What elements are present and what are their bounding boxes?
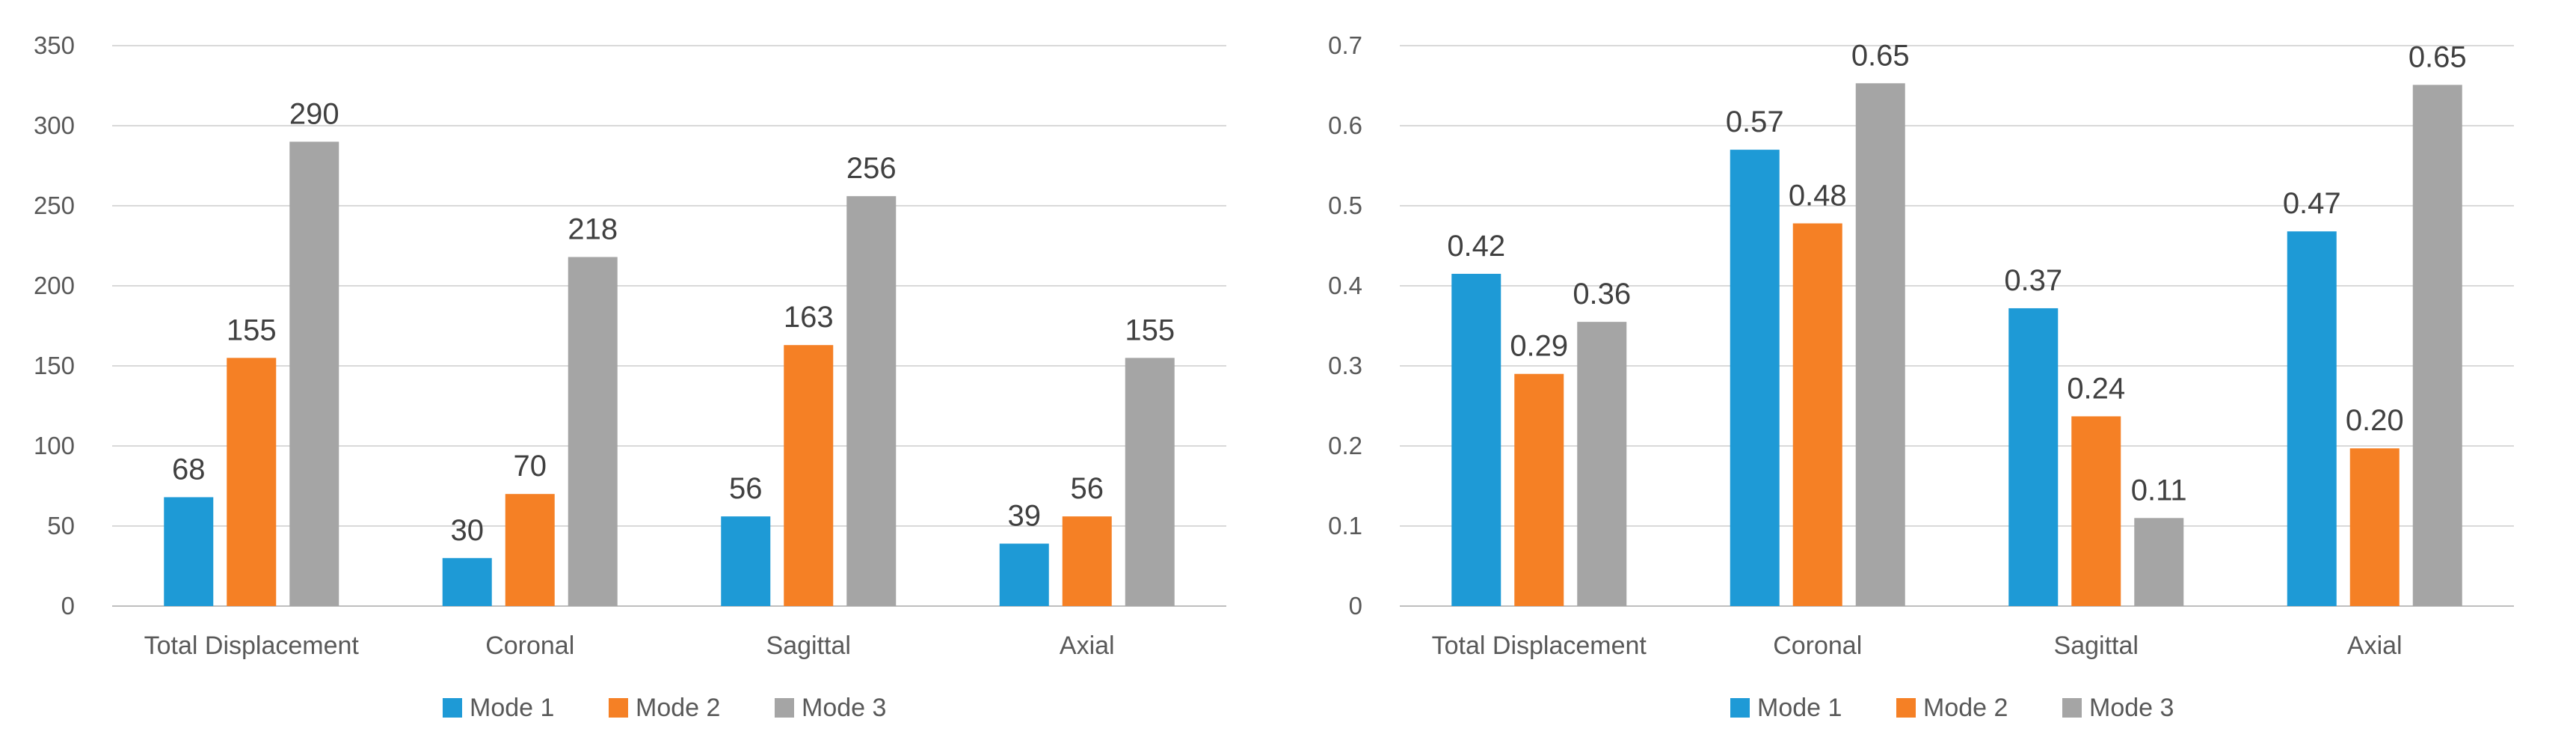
y-tick-label: 0.5 (1328, 192, 1362, 219)
data-label: 0.24 (2067, 372, 2125, 405)
legend-swatch (1730, 698, 1750, 718)
bar-mode-3-sagittal (2134, 518, 2184, 606)
legend-label: Mode 3 (802, 694, 886, 722)
data-label: 0.57 (1726, 106, 1784, 138)
y-tick-label: 0 (1349, 592, 1362, 620)
y-axis-ticks: 0 0.1 0.2 0.3 0.4 0.5 0.6 0.7 (1328, 31, 1362, 620)
x-category-label: Sagittal (2054, 632, 2139, 660)
y-tick-label: 350 (34, 31, 75, 59)
data-label: 0.29 (1510, 330, 1568, 363)
legend-label: Mode 1 (470, 694, 554, 722)
gridlines (112, 45, 1226, 607)
bar-mode-2-coronal (505, 494, 555, 606)
legend-swatch (775, 698, 794, 718)
y-tick-label: 0.1 (1328, 512, 1362, 539)
legend-label: Mode 2 (1923, 694, 2008, 722)
bar-mode-1-sagittal (2008, 308, 2059, 606)
x-category-label: Sagittal (766, 632, 851, 660)
data-label: 0.65 (2409, 40, 2467, 73)
data-label: 56 (729, 472, 763, 505)
y-tick-label: 0 (61, 592, 75, 620)
bar-mode-1-total-displacement (164, 497, 214, 606)
data-label: 0.65 (1851, 39, 1910, 72)
y-tick-label: 0.4 (1328, 272, 1362, 299)
gridlines (1400, 45, 2514, 607)
data-label: 0.42 (1447, 230, 1505, 263)
data-label: 218 (568, 213, 618, 245)
bar-mode-3-axial (2412, 85, 2462, 607)
legend-swatch (609, 698, 628, 718)
bar-mode-2-total-displacement (227, 358, 277, 606)
data-label: 290 (289, 97, 339, 130)
bar-mode-2-sagittal (784, 345, 834, 606)
data-label: 0.47 (2283, 187, 2341, 220)
bars (1451, 83, 2462, 607)
legend-label: Mode 2 (636, 694, 720, 722)
y-tick-label: 200 (34, 272, 75, 299)
data-label: 163 (784, 301, 834, 334)
bar-mode-1-axial (999, 543, 1049, 606)
data-labels: 68 155 290 30 70 218 56 163 256 39 56 155 (172, 97, 1175, 546)
y-tick-label: 250 (34, 192, 75, 219)
data-label: 155 (227, 314, 277, 346)
data-label: 256 (846, 152, 897, 185)
bar-mode-3-coronal (1855, 83, 1905, 607)
bar-mode-3-axial (1125, 358, 1175, 606)
legend-swatch (1896, 698, 1916, 718)
y-tick-label: 100 (34, 432, 75, 459)
chart-right: 00.10.20.30.40.50.60.70.420.290.360.570.… (1328, 31, 2514, 722)
legend-label: Mode 1 (1757, 694, 1842, 722)
chart-left: 0 50 100 150 200 250 300 350 68 155 290 30 70 218 56 16… (34, 31, 1226, 722)
x-category-label: Axial (1060, 632, 1115, 660)
data-label: 0.37 (2004, 264, 2062, 297)
bar-mode-3-total-displacement (289, 141, 339, 606)
y-tick-label: 300 (34, 111, 75, 139)
legend-label: Mode 3 (2089, 694, 2174, 722)
data-label: 0.11 (2131, 474, 2187, 507)
y-tick-label: 150 (34, 352, 75, 379)
data-label: 56 (1071, 472, 1104, 505)
data-label: 0.20 (2346, 404, 2404, 437)
data-label: 155 (1125, 314, 1175, 346)
bar-mode-3-total-displacement (1577, 322, 1627, 606)
data-label: 0.48 (1789, 180, 1847, 213)
bar-mode-2-total-displacement (1514, 373, 1564, 606)
bar-mode-1-coronal (1730, 150, 1780, 607)
bar-mode-1-axial (2287, 231, 2337, 606)
bar-mode-2-sagittal (2071, 416, 2121, 606)
x-category-label: Axial (2347, 632, 2403, 660)
data-label: 39 (1008, 500, 1042, 533)
data-label: 68 (172, 453, 206, 486)
legend-swatch (2062, 698, 2082, 718)
x-category-label: Coronal (1773, 632, 1862, 660)
bar-mode-2-coronal (1792, 223, 1842, 606)
data-label: 70 (514, 450, 547, 483)
legend-swatch (443, 698, 462, 718)
bar-mode-2-axial (2349, 448, 2400, 606)
bar-mode-1-total-displacement (1451, 273, 1501, 606)
data-labels: 0.42 0.290.36 0.57 0.48 0.65 0.37 0.24 0.11 0.47… (1447, 39, 2466, 507)
y-tick-label: 50 (47, 512, 75, 539)
data-label: 0.36 (1573, 278, 1631, 311)
legend: Mode 1 Mode 2 Mode 3 (1730, 694, 2174, 722)
bar-mode-3-sagittal (846, 196, 897, 606)
y-axis-ticks: 0 50 100 150 200 250 300 350 (34, 31, 75, 620)
bar-mode-1-sagittal (721, 516, 771, 606)
data-label: 30 (451, 514, 485, 547)
bar-mode-2-axial (1062, 516, 1112, 606)
y-tick-label: 0.7 (1328, 31, 1362, 59)
bar-mode-1-coronal (442, 557, 492, 606)
bar-mode-3-coronal (568, 257, 618, 606)
y-tick-label: 0.2 (1328, 432, 1362, 459)
legend: Mode 1 Mode 2 Mode 3 (443, 694, 886, 722)
y-tick-label: 0.6 (1328, 111, 1362, 139)
x-category-label: Total Displacement (1432, 632, 1647, 660)
x-category-label: Coronal (485, 632, 574, 660)
bars (164, 141, 1175, 606)
x-category-label: Total Displacement (144, 632, 360, 660)
y-tick-label: 0.3 (1328, 352, 1362, 379)
